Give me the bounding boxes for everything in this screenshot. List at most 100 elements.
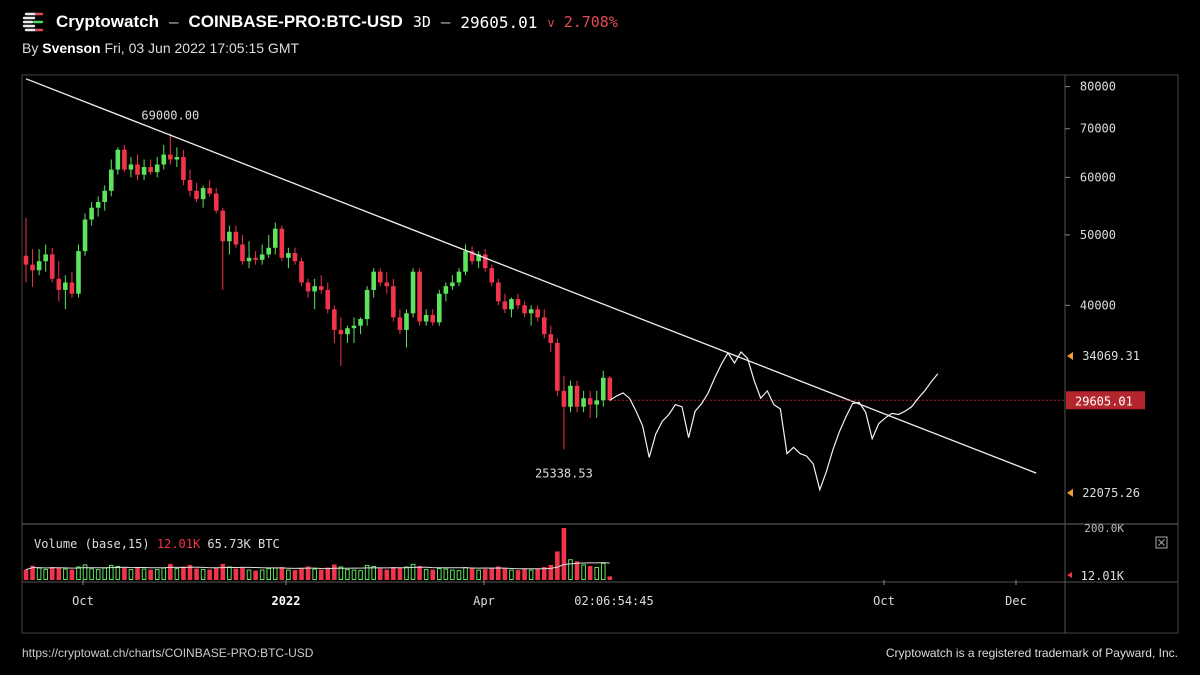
price-marker-low-arrow-icon <box>1067 488 1073 497</box>
volume-bar <box>56 568 62 580</box>
candle-body <box>450 282 455 287</box>
candle-body <box>168 154 173 160</box>
candle-body <box>76 251 81 294</box>
candle-body <box>482 254 488 269</box>
volume-bar <box>253 570 258 580</box>
volume-bar <box>128 569 134 581</box>
volume-bar <box>299 568 304 580</box>
chart-frame <box>21 74 1179 634</box>
chart-url-link[interactable]: https://cryptowat.ch/charts/COINBASE-PRO… <box>22 646 314 660</box>
volume-bar <box>410 563 416 581</box>
volume-bar <box>108 564 114 580</box>
volume-bar <box>325 567 331 580</box>
candle-body <box>600 377 606 401</box>
down-arrow-icon: v <box>547 16 555 30</box>
candle-body <box>227 231 232 242</box>
separator-dash: – <box>440 12 451 31</box>
volume-bar <box>568 559 573 581</box>
candle-body <box>194 190 199 200</box>
candle-body <box>95 201 101 208</box>
byline-date: Fri, 03 Jun 2022 17:05:15 GMT <box>104 40 300 56</box>
candle-body <box>43 254 48 262</box>
volume-bar <box>122 568 127 580</box>
volume-bar <box>364 564 370 580</box>
volume-bar <box>148 569 153 580</box>
candle-body <box>371 271 376 290</box>
volume-bar <box>430 569 436 580</box>
candle-body <box>384 282 390 287</box>
candle-body <box>338 329 344 335</box>
candle-body <box>535 309 540 318</box>
candle-body <box>253 257 258 260</box>
candle-body <box>69 282 75 294</box>
candle-body <box>272 228 278 248</box>
volume-bar <box>371 565 376 581</box>
candle-body <box>30 264 35 271</box>
candle-body <box>318 286 324 290</box>
volume-bar <box>594 567 600 580</box>
candle-body <box>430 314 436 323</box>
candle-body <box>23 255 29 265</box>
y-tick-label: 50000 <box>1080 228 1116 242</box>
candle-body <box>187 180 193 191</box>
volume-bar <box>30 565 35 580</box>
candle-body <box>423 314 429 322</box>
volume-bar <box>174 568 180 580</box>
volume-bar <box>305 566 311 580</box>
volume-bar <box>272 567 278 581</box>
candle-body <box>345 328 350 335</box>
volume-bar <box>332 564 337 580</box>
trademark-notice: Cryptowatch is a registered trademark of… <box>885 646 1178 660</box>
volume-bar <box>502 568 508 580</box>
candle-body <box>115 149 121 170</box>
candle-body <box>476 254 481 262</box>
volume-bar <box>227 566 232 580</box>
volume-bar <box>489 567 495 580</box>
volume-bar <box>548 564 554 580</box>
volume-bar <box>23 569 29 580</box>
brand-name: Cryptowatch <box>56 12 159 31</box>
volume-bar <box>541 567 547 580</box>
x-tick-label: Apr <box>473 594 495 608</box>
volume-bar <box>286 569 291 580</box>
volume-bar <box>49 567 55 580</box>
volume-bar <box>351 569 357 580</box>
candle-body <box>417 271 422 322</box>
volume-bar <box>436 568 442 580</box>
volume-bar <box>345 569 350 581</box>
candle-body <box>174 157 180 160</box>
volume-bar <box>607 576 613 580</box>
candle-body <box>515 299 521 306</box>
volume-bar <box>187 564 193 580</box>
volume-bar <box>312 568 317 580</box>
x-tick-label: 2022 <box>272 594 301 608</box>
volume-ma-line <box>25 562 610 571</box>
candle-body <box>496 282 501 302</box>
candle-body <box>522 305 527 314</box>
candle-body <box>332 309 337 330</box>
volume-bar <box>279 567 285 580</box>
volume-bar <box>600 562 606 581</box>
volume-bar <box>528 569 534 580</box>
candle-body <box>404 313 409 330</box>
volume-bar <box>404 566 409 580</box>
author-name: Svenson <box>42 40 101 56</box>
candle-body <box>213 193 219 211</box>
cryptowatch-logo-icon <box>22 12 44 32</box>
y-tick-label: 60000 <box>1080 170 1116 184</box>
volume-bar <box>358 570 363 580</box>
candle-body <box>233 231 239 245</box>
candle-body <box>581 398 586 407</box>
change-value: 2.708% <box>563 13 618 31</box>
volume-marker-arrow-icon <box>1067 572 1072 578</box>
volume-bar <box>36 567 42 581</box>
price-marker-high-arrow-icon <box>1067 351 1073 360</box>
candle-body <box>574 385 580 407</box>
x-tick-label: 02:06:54:45 <box>574 594 653 608</box>
candle-body <box>220 210 226 242</box>
close-icon[interactable] <box>1155 536 1168 549</box>
volume-bars: 200.0K 12.01K <box>23 522 1125 583</box>
volume-bar <box>463 567 468 580</box>
candle-body <box>351 325 357 329</box>
